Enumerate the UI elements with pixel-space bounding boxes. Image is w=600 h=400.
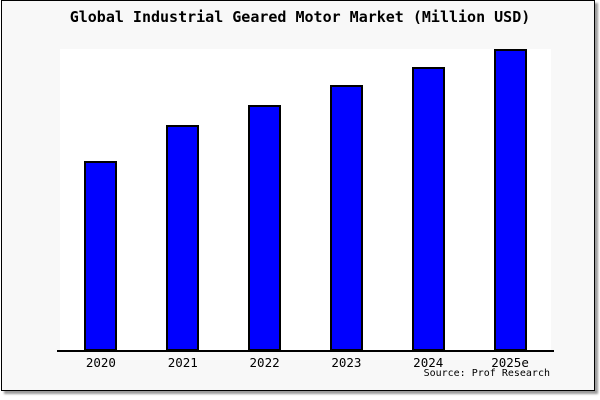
bars-container: [60, 49, 551, 351]
bar-slot-2020: [60, 49, 142, 351]
bar-slot-2022: [224, 49, 306, 351]
bar-slot-2025e: [469, 49, 551, 351]
bar-2023: [329, 85, 363, 351]
x-tick-label-2023: 2023: [331, 355, 362, 370]
x-tick-label-2020: 2020: [85, 355, 116, 370]
plot-area: [60, 49, 551, 351]
bar-slot-2021: [142, 49, 224, 351]
source-credit: Source: Prof Research: [423, 368, 550, 379]
x-tick-label-2024: 2024: [413, 355, 444, 370]
bar-2024: [411, 67, 445, 351]
chart-title: Global Industrial Geared Motor Market (M…: [69, 8, 531, 26]
bar-2020: [84, 160, 118, 351]
bar-2025e: [493, 49, 527, 351]
bar-2022: [248, 104, 282, 351]
x-tick-label-2022: 2022: [249, 355, 280, 370]
bar-2021: [166, 124, 200, 351]
bar-slot-2024: [387, 49, 469, 351]
x-tick-label-2021: 2021: [167, 355, 198, 370]
bar-slot-2023: [305, 49, 387, 351]
x-tick-label-2025e: 2025e: [491, 355, 529, 370]
x-axis-line: [57, 350, 554, 352]
x-axis-labels: 2020 2021 2022 2023 2024 2025e: [60, 355, 551, 370]
